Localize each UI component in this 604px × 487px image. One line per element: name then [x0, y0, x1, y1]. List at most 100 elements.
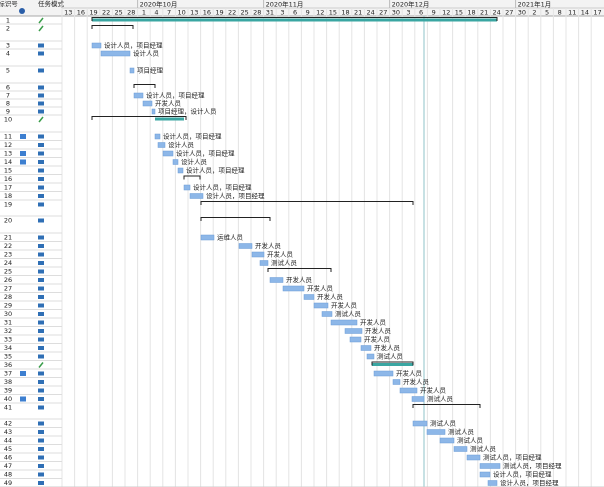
summary-bar [200, 201, 414, 205]
task-bar [360, 345, 372, 351]
row-id[interactable]: 12 [4, 141, 12, 149]
mode-auto-icon [38, 68, 44, 73]
row-id[interactable]: 24 [4, 259, 12, 267]
mode-auto-icon [38, 85, 44, 90]
row-id[interactable]: 36 [4, 361, 12, 369]
row-id[interactable]: 37 [4, 370, 12, 378]
task-bar [91, 42, 102, 49]
row-id[interactable]: 29 [4, 302, 12, 310]
row-id[interactable]: 49 [4, 479, 12, 487]
summary-bar [133, 84, 156, 88]
row-id[interactable]: 32 [4, 327, 12, 335]
row-id[interactable]: 33 [4, 336, 12, 344]
row-id[interactable]: 43 [4, 428, 12, 436]
day-label: 19 [215, 9, 223, 17]
row-id[interactable]: 38 [4, 378, 12, 386]
day-label: 15 [455, 9, 463, 17]
row-id[interactable]: 27 [4, 285, 12, 293]
resource-label: 测试人员 [271, 258, 298, 267]
day-label: 27 [379, 9, 387, 17]
day-label: 27 [505, 9, 513, 17]
row-id[interactable]: 31 [4, 319, 12, 327]
resource-label: 开发人员 [267, 250, 294, 259]
row-id[interactable]: 9 [6, 108, 10, 116]
task-bar [479, 463, 501, 469]
row-id[interactable]: 41 [4, 404, 12, 412]
row-id[interactable]: 2 [6, 25, 10, 33]
mode-header[interactable]: 任务模式 [38, 0, 65, 8]
row-id[interactable]: 21 [4, 234, 12, 242]
row-id[interactable]: 42 [4, 420, 12, 428]
id-header[interactable]: 标识号 [0, 0, 18, 8]
task-bar [426, 429, 446, 435]
day-label: 24 [367, 9, 375, 17]
progress-bar [372, 363, 413, 366]
mode-auto-icon [38, 438, 44, 443]
resource-label: 测试人员，项目经理 [503, 461, 562, 470]
day-label: 2 [532, 9, 536, 17]
row-id[interactable]: 23 [4, 251, 12, 259]
row-id[interactable]: 11 [4, 133, 12, 141]
row-id[interactable]: 39 [4, 387, 12, 395]
row-id[interactable]: 16 [4, 175, 12, 183]
row-id[interactable]: 44 [4, 437, 12, 445]
resource-label: 设计人员，项目经理 [104, 41, 163, 50]
task-bar [100, 50, 131, 57]
day-label: 13 [190, 9, 198, 17]
task-bar [344, 328, 363, 334]
row-id[interactable]: 48 [4, 471, 12, 479]
row-id[interactable]: 15 [4, 167, 12, 175]
day-label: 12 [316, 9, 324, 17]
row-id[interactable]: 5 [6, 67, 10, 75]
resource-label: 测试人员 [457, 436, 484, 445]
summary-bar [91, 116, 187, 120]
note-icon [20, 134, 26, 139]
note-icon [20, 371, 26, 376]
row-id[interactable]: 20 [4, 217, 12, 225]
row-id[interactable]: 40 [4, 395, 12, 403]
mode-auto-icon [38, 405, 44, 410]
resource-label: 设计人员，项目经理 [500, 478, 559, 487]
task-bar [251, 251, 265, 258]
row-id[interactable]: 28 [4, 293, 12, 301]
resource-label: 项目经理，设计人员 [158, 107, 217, 116]
row-id[interactable]: 47 [4, 462, 12, 470]
task-bar [142, 100, 153, 107]
day-label: 31 [266, 9, 274, 17]
row-id[interactable]: 8 [6, 100, 10, 108]
row-id[interactable]: 19 [4, 201, 12, 209]
row-id[interactable]: 13 [4, 150, 12, 158]
row-id[interactable]: 25 [4, 268, 12, 276]
mode-auto-icon [38, 464, 44, 468]
row-id[interactable]: 17 [4, 184, 12, 192]
day-label: 17 [593, 9, 601, 17]
row-id[interactable]: 4 [6, 50, 10, 58]
row-id[interactable]: 45 [4, 445, 12, 453]
row-id[interactable]: 22 [4, 242, 12, 250]
summary-bar [200, 217, 271, 221]
row-id[interactable]: 6 [6, 84, 10, 92]
row-id[interactable]: 3 [6, 42, 10, 50]
row-id[interactable]: 34 [4, 344, 12, 352]
row-id[interactable]: 30 [4, 310, 12, 318]
row-id[interactable]: 14 [4, 158, 12, 166]
day-label: 30 [518, 9, 526, 17]
mode-auto-icon [38, 269, 44, 274]
mode-auto-icon [38, 151, 44, 156]
row-id[interactable]: 26 [4, 276, 12, 284]
day-label: 22 [228, 9, 236, 17]
row-id[interactable]: 10 [4, 116, 12, 124]
day-label: 21 [480, 9, 488, 17]
mode-auto-icon [38, 329, 44, 333]
row-id[interactable]: 46 [4, 454, 12, 462]
mode-auto-icon [38, 421, 44, 426]
row-id[interactable]: 35 [4, 353, 12, 361]
resource-label: 开发人员 [360, 318, 387, 327]
row-id[interactable]: 18 [4, 192, 12, 200]
note-icon [20, 396, 26, 402]
row-id[interactable]: 1 [6, 17, 10, 25]
row-id[interactable]: 7 [6, 92, 10, 100]
resource-label: 开发人员 [374, 343, 401, 352]
mode-auto-icon [38, 278, 44, 282]
